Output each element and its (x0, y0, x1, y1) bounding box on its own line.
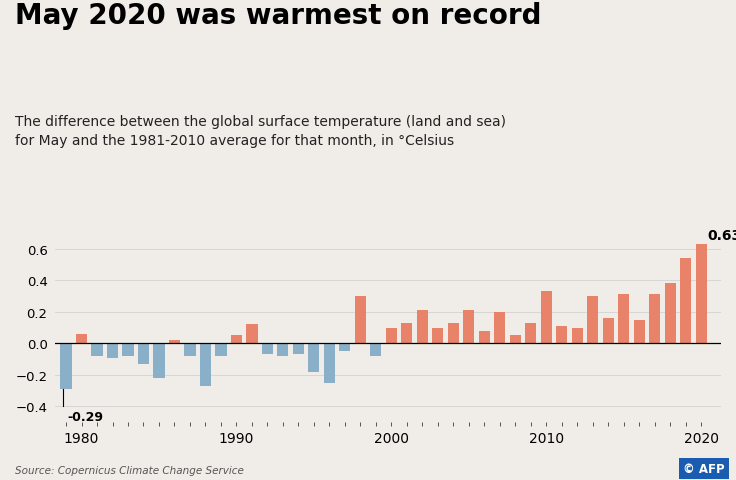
Bar (649, 295, 660, 344)
Bar (541, 292, 552, 344)
Bar (231, 336, 242, 344)
Bar (76, 334, 87, 344)
Bar (587, 296, 598, 344)
Bar (494, 312, 506, 344)
Bar (293, 344, 304, 355)
Bar (91, 344, 102, 356)
Bar (401, 323, 412, 344)
Bar (277, 344, 289, 356)
Bar (355, 296, 366, 344)
Bar (60, 344, 71, 389)
Bar (169, 340, 180, 344)
Bar (510, 336, 521, 344)
Bar (185, 344, 196, 356)
Text: 0.63: 0.63 (707, 228, 736, 242)
Bar (478, 331, 490, 344)
Bar (339, 344, 350, 351)
Text: May 2020 was warmest on record: May 2020 was warmest on record (15, 2, 541, 30)
Bar (216, 344, 227, 356)
Bar (324, 344, 335, 383)
Bar (526, 323, 537, 344)
Bar (200, 344, 211, 386)
Bar (417, 311, 428, 344)
Bar (153, 344, 165, 378)
Text: -0.29: -0.29 (68, 410, 104, 423)
Bar (572, 328, 583, 344)
Bar (122, 344, 133, 356)
Text: © AFP: © AFP (683, 462, 725, 475)
Bar (370, 344, 381, 356)
Bar (432, 328, 443, 344)
Bar (696, 244, 707, 344)
Bar (262, 344, 273, 355)
Bar (447, 323, 459, 344)
Bar (556, 326, 567, 344)
Bar (463, 311, 475, 344)
Bar (386, 328, 397, 344)
Bar (618, 295, 629, 344)
Bar (138, 344, 149, 364)
Text: Source: Copernicus Climate Change Service: Source: Copernicus Climate Change Servic… (15, 465, 244, 475)
Bar (634, 320, 645, 344)
Text: The difference between the global surface temperature (land and sea)
for May and: The difference between the global surfac… (15, 115, 506, 147)
Bar (603, 318, 614, 344)
Bar (308, 344, 319, 372)
Bar (107, 344, 118, 358)
Bar (665, 284, 676, 344)
Bar (247, 325, 258, 344)
Bar (680, 259, 691, 344)
